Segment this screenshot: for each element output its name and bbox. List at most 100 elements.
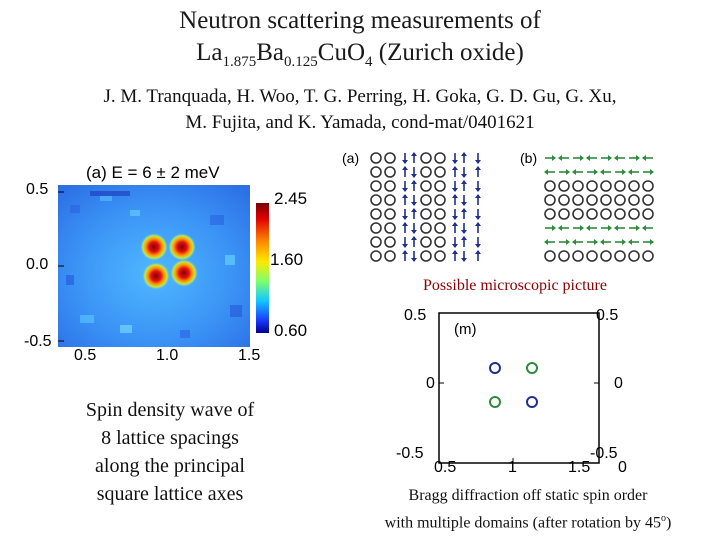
bragg-caption-line2: with multiple domains (after rotation by… xyxy=(338,507,718,534)
spin-arrowhead xyxy=(461,180,467,184)
spin-lattice-site xyxy=(370,166,382,178)
heatmap-peak xyxy=(168,233,196,261)
bragg-bottom-tick: 0.5 xyxy=(434,459,457,476)
spin-lattice-site xyxy=(370,236,382,248)
spin-arrowhead xyxy=(614,155,618,161)
spin-lattice-site xyxy=(434,250,446,262)
spin-arrowhead xyxy=(475,216,481,220)
spin-lattice-site xyxy=(420,208,432,220)
spin-arrowhead xyxy=(452,188,458,192)
bragg-peak-domain1 xyxy=(526,396,538,408)
spin-lattice-site xyxy=(628,180,640,192)
bragg-right-tick: -0.5 xyxy=(590,445,618,462)
bragg-caption: Bragg diffraction off static spin order … xyxy=(338,484,718,534)
spin-arrowhead xyxy=(475,222,481,226)
spin-lattice-site xyxy=(370,180,382,192)
heatmap-svg xyxy=(58,185,269,347)
spin-arrowhead xyxy=(402,188,408,192)
spin-arrowhead xyxy=(461,152,467,156)
spin-arrowhead xyxy=(552,155,556,161)
spin-lattice-site xyxy=(384,194,396,206)
spin-diagrams: (a) (b) xyxy=(340,148,710,273)
spin-lattice-site xyxy=(434,194,446,206)
spin-lattice-site xyxy=(544,194,556,206)
spin-diagrams-svg xyxy=(370,152,654,262)
bragg-peak-domain2 xyxy=(489,396,501,408)
spin-arrowhead xyxy=(580,155,584,161)
spin-arrowhead xyxy=(558,155,562,161)
formula-suffix: (Zurich oxide) xyxy=(372,39,524,66)
spin-arrowhead xyxy=(580,225,584,231)
spin-lattice-site xyxy=(420,152,432,164)
formula-o-sub: 4 xyxy=(365,54,373,70)
spin-arrowhead xyxy=(411,208,417,212)
spin-label-b: (b) xyxy=(520,150,538,166)
slide-title-line1: Neutron scattering measurements of xyxy=(179,7,541,34)
spin-arrowhead xyxy=(411,236,417,240)
spin-arrowhead xyxy=(552,225,556,231)
bragg-plot: (m) 0.5 0 -0.5 0.5 0 -0.5 0.5 1 1.5 0 xyxy=(390,305,640,480)
spin-arrowhead xyxy=(594,169,598,175)
spin-lattice-site xyxy=(586,208,598,220)
bragg-caption-line1: Bragg diffraction off static spin order xyxy=(408,487,648,504)
spin-arrowhead xyxy=(566,169,570,175)
spin-arrowhead xyxy=(452,222,458,226)
spin-lattice-site xyxy=(420,250,432,262)
spin-lattice-site xyxy=(586,250,598,262)
sdw-caption-line: 8 lattice spacings xyxy=(101,427,239,449)
spin-lattice-site xyxy=(600,180,612,192)
spin-lattice-site xyxy=(600,250,612,262)
spin-arrowhead xyxy=(558,225,562,231)
spin-lattice-site xyxy=(572,180,584,192)
spin-arrowhead xyxy=(402,166,408,170)
bragg-bottom-tick: 0 xyxy=(618,459,627,476)
spin-arrowhead xyxy=(594,239,598,245)
spin-lattice-site xyxy=(642,208,654,220)
heatmap-peak xyxy=(142,262,170,290)
spin-lattice-site xyxy=(614,194,626,206)
spin-arrowhead xyxy=(402,250,408,254)
spin-arrowhead xyxy=(544,169,548,175)
spin-arrowhead xyxy=(402,160,408,164)
spin-arrowhead xyxy=(452,216,458,220)
bragg-peak-domain2 xyxy=(526,362,538,374)
spin-lattice-site xyxy=(558,180,570,192)
heatmap-panel-label: (a) E = 6 ± 2 meV xyxy=(86,163,220,182)
spin-arrowhead xyxy=(572,239,576,245)
spin-lattice-site xyxy=(572,208,584,220)
bragg-bottom-tick: 1 xyxy=(508,459,517,476)
sdw-caption-line: Spin density wave of xyxy=(85,399,255,421)
heatmap-colorbar xyxy=(256,203,269,333)
bragg-bottom-tick: 1.5 xyxy=(568,459,591,476)
spin-arrowhead xyxy=(411,180,417,184)
spin-arrowhead xyxy=(608,225,612,231)
spin-arrowhead xyxy=(475,194,481,198)
spin-lattice-site xyxy=(434,180,446,192)
spin-lattice-site xyxy=(614,208,626,220)
spin-arrowhead xyxy=(411,202,417,206)
spin-arrowhead xyxy=(411,230,417,234)
heatmap-texture xyxy=(66,191,242,338)
colorbar-tick: 0.60 xyxy=(274,321,308,340)
spin-arrowhead xyxy=(461,230,467,234)
formula-ba-sub: 0.125 xyxy=(284,54,318,70)
spin-lattice-site xyxy=(572,250,584,262)
spin-arrowhead xyxy=(475,250,481,254)
spin-label-a: (a) xyxy=(342,150,360,166)
spin-arrowhead xyxy=(402,194,408,198)
bragg-right-tick: 0 xyxy=(614,375,623,392)
spin-arrowhead xyxy=(461,236,467,240)
spin-arrowhead xyxy=(402,222,408,226)
heatmap-figure: (a) E = 6 ± 2 meV 0.5 0.0 -0.5 0.5 1.0 1… xyxy=(24,155,330,370)
spin-lattice-site xyxy=(586,194,598,206)
spin-lattice-site xyxy=(384,152,396,164)
spin-lattice-site xyxy=(434,222,446,234)
colorbar-tick: 1.60 xyxy=(270,250,304,269)
spin-lattice-site xyxy=(558,208,570,220)
spin-lattice-site xyxy=(642,194,654,206)
spin-arrowhead xyxy=(475,244,481,248)
spin-arrowhead xyxy=(452,194,458,198)
bragg-plot-frame xyxy=(438,312,600,464)
sdw-caption-line: along the principal xyxy=(95,455,245,477)
spin-arrowhead xyxy=(566,239,570,245)
